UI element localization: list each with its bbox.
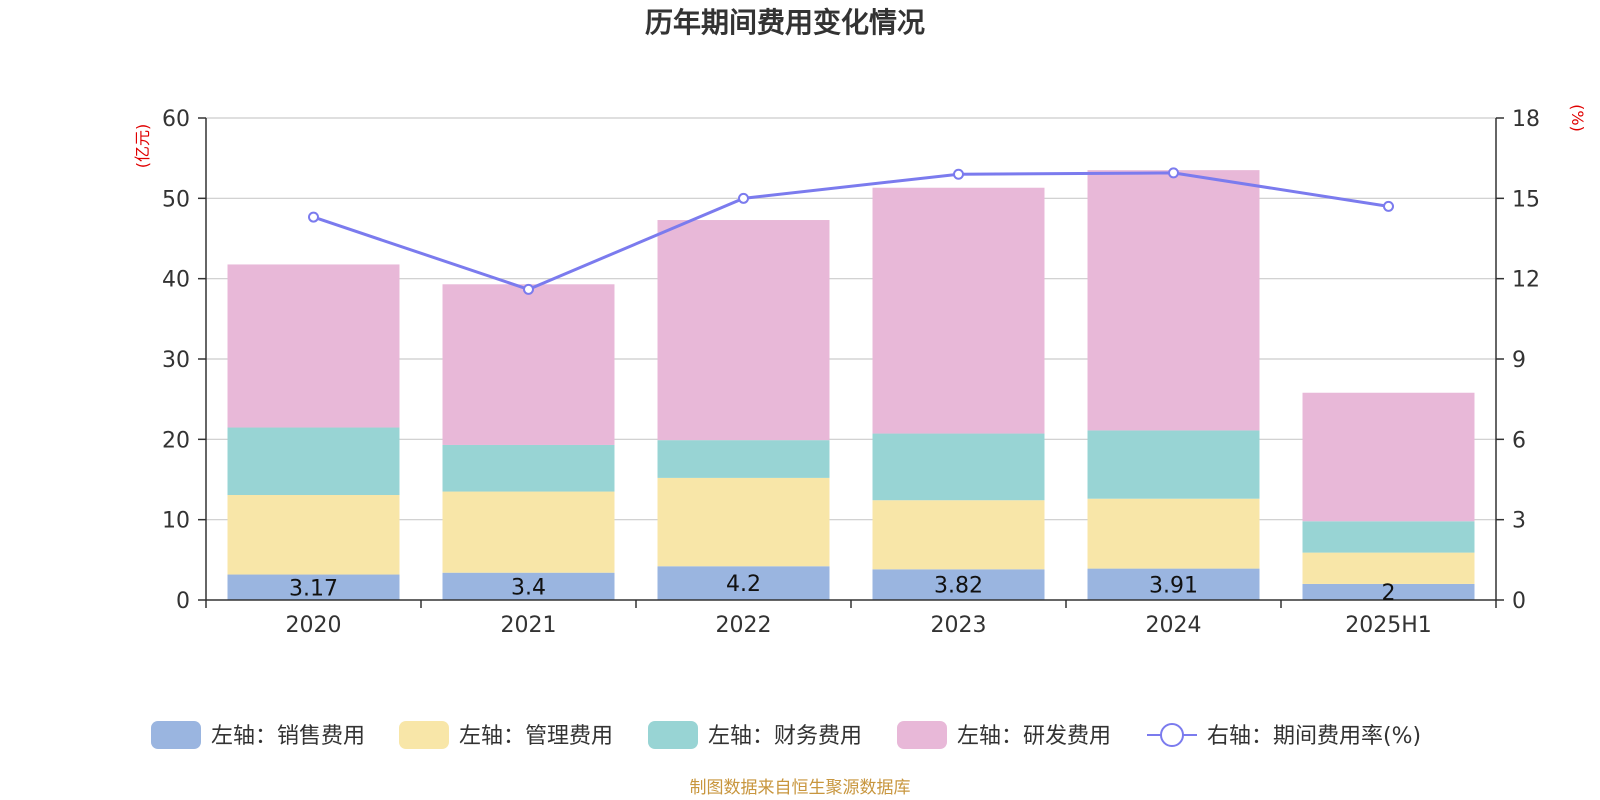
- legend-label: 左轴：销售费用: [211, 724, 365, 749]
- bar-segment-3: [872, 433, 1045, 501]
- bar-data-label: 3.82: [934, 574, 983, 599]
- y-left-tick-label: 40: [162, 268, 190, 293]
- legend-swatch: [151, 721, 201, 749]
- bar-segment-2: [1302, 552, 1475, 584]
- rate-line: [308, 167, 1394, 295]
- rate-line-path: [313, 171, 1389, 291]
- bar-segment-1: [657, 566, 830, 600]
- legend-swatch: [897, 721, 947, 749]
- bar-segment-4: [442, 284, 615, 445]
- y-axis-left-label: (亿元): [133, 124, 152, 169]
- bar-segment-2: [1087, 498, 1260, 569]
- bar-segment-3: [1302, 521, 1475, 553]
- axes: 0 0 10 3 20 6 30 9 40 12 50 15 60 18 2020 2021 2022 2023 2…: [162, 107, 1540, 638]
- bar-segment-2: [657, 477, 830, 567]
- rate-line-point: [523, 283, 534, 295]
- rate-line-point: [308, 211, 319, 223]
- y-left-tick-label: 20: [162, 428, 190, 453]
- legend-swatch: [399, 721, 449, 749]
- bar-segment-1: [227, 574, 400, 600]
- bars: [227, 170, 1475, 600]
- bar-segment-3: [442, 444, 615, 492]
- y-axis-right-label: (%): [1568, 104, 1587, 132]
- rate-line-point: [1383, 200, 1394, 212]
- legend-label: 左轴：研发费用: [957, 724, 1111, 749]
- rate-line-point: [953, 168, 964, 180]
- bar-segment-4: [227, 264, 400, 428]
- bar-segment-1: [442, 572, 615, 600]
- y-right-tick-label: 3: [1512, 509, 1526, 534]
- legend: 左轴：销售费用 左轴：管理费用 左轴：财务费用 左轴：研发费用 右轴：期间费用率(%): [151, 721, 1421, 749]
- grid: [206, 117, 1496, 521]
- bar-segment-1: [1302, 583, 1475, 600]
- x-tick-label: 2024: [1146, 613, 1202, 638]
- y-right-tick-label: 12: [1512, 268, 1540, 293]
- rate-line-point: [1168, 167, 1179, 179]
- legend-label: 左轴：财务费用: [708, 724, 862, 749]
- bar-segment-3: [657, 440, 830, 478]
- legend-swatch: [648, 721, 698, 749]
- y-right-tick-label: 15: [1512, 187, 1540, 212]
- y-left-tick-label: 0: [176, 589, 190, 614]
- bar-segment-4: [1087, 170, 1260, 431]
- x-tick-label: 2025H1: [1345, 613, 1432, 638]
- bar-segment-4: [1302, 392, 1475, 522]
- bar-segment-2: [442, 491, 615, 573]
- bar-segment-4: [872, 187, 1045, 434]
- x-tick-label: 2020: [286, 613, 342, 638]
- y-right-tick-label: 9: [1512, 348, 1526, 373]
- rate-line-point: [738, 192, 749, 204]
- bar-segment-3: [1087, 430, 1260, 499]
- y-left-tick-label: 50: [162, 187, 190, 212]
- source-note: 制图数据来自恒生聚源数据库: [690, 778, 911, 798]
- bar-data-label: 3.17: [289, 576, 338, 601]
- chart-title: 历年期间费用变化情况: [645, 6, 925, 39]
- legend-label: 右轴：期间费用率(%): [1207, 724, 1421, 749]
- bar-segment-3: [227, 427, 400, 496]
- bar-data-label: 3.4: [511, 575, 546, 600]
- bar-segment-2: [872, 500, 1045, 570]
- bar-data-label: 4.2: [726, 572, 761, 597]
- data-labels: 3.17 3.4 4.2 3.82 3.91 2: [289, 572, 1395, 606]
- y-left-tick-label: 30: [162, 348, 190, 373]
- y-left-tick-label: 60: [162, 107, 190, 132]
- legend-label: 左轴：管理费用: [459, 724, 613, 749]
- bar-segment-1: [1087, 568, 1260, 600]
- y-right-tick-label: 0: [1512, 589, 1526, 614]
- y-left-tick-label: 10: [162, 509, 190, 534]
- legend-line-marker: [1160, 723, 1184, 747]
- bar-data-label: 2: [1382, 581, 1396, 606]
- x-tick-label: 2021: [501, 613, 557, 638]
- bar-data-label: 3.91: [1149, 573, 1198, 598]
- bar-segment-2: [227, 495, 400, 575]
- y-right-tick-label: 18: [1512, 107, 1540, 132]
- x-tick-label: 2023: [931, 613, 987, 638]
- bar-segment-1: [872, 569, 1045, 600]
- bar-segment-4: [657, 220, 830, 441]
- x-tick-label: 2022: [716, 613, 772, 638]
- y-right-tick-label: 6: [1512, 428, 1526, 453]
